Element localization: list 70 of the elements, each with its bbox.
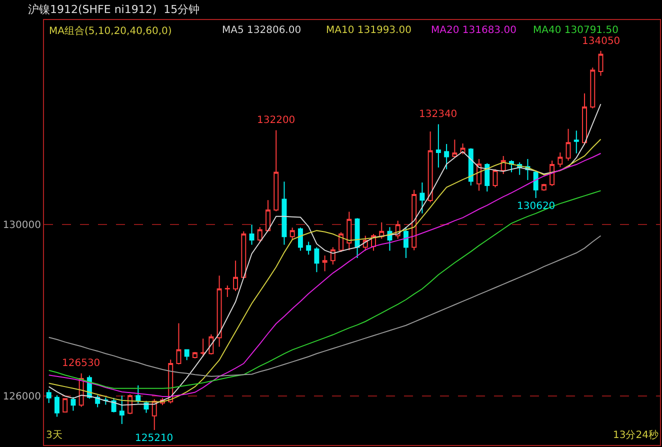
text: MA5 132806.00 (222, 25, 302, 36)
candlestick (70, 396, 76, 412)
candlestick (46, 389, 52, 404)
candlestick (62, 398, 68, 413)
candlestick (598, 50, 604, 76)
candlestick (338, 232, 344, 253)
candlestick (314, 246, 320, 273)
annotation: 126530 (62, 358, 100, 369)
candlestick (176, 322, 182, 365)
candlestick (216, 275, 222, 348)
candlestick (322, 254, 328, 272)
candlestick (330, 246, 336, 265)
text: MA10 131993.00 (326, 25, 412, 36)
candlestick (412, 189, 417, 251)
candlestick (224, 284, 230, 298)
candlestick (508, 160, 514, 173)
candlestick (136, 384, 141, 404)
candlestick (54, 394, 60, 418)
chart-title: 沪镍1912(SHFE ni1912) 15分钟 (28, 3, 200, 16)
candlestick (590, 67, 596, 109)
candlestick (436, 124, 441, 168)
candlestick (274, 130, 279, 212)
candlestick (500, 155, 506, 174)
candlestick (582, 92, 588, 146)
candlestick (420, 182, 425, 214)
candlestick (249, 224, 254, 246)
candlestick (184, 348, 190, 361)
candlestick (403, 226, 408, 259)
candlestick (444, 143, 450, 170)
candlestick (541, 183, 546, 192)
annotation: 125210 (135, 433, 174, 444)
candlestick (192, 351, 198, 359)
text: MA组合(5,10,20,40,60,0) (49, 25, 172, 37)
candlestick (550, 160, 555, 186)
candlestick (346, 211, 352, 251)
y-tick-label: 130000 (2, 220, 41, 232)
candlestick (306, 241, 312, 256)
annotation: 132340 (419, 109, 458, 120)
text: 13分24秒 (613, 429, 658, 441)
candlestick (290, 227, 295, 241)
candlestick (354, 218, 360, 259)
annotation: 130620 (517, 201, 556, 212)
candlestick (558, 152, 563, 168)
candlestick (476, 158, 482, 192)
candlestick (119, 395, 124, 424)
candlestick (257, 226, 262, 242)
candlestick (428, 131, 433, 203)
y-tick-label: 126000 (2, 392, 41, 403)
candlestick (468, 148, 474, 186)
candlestick (566, 128, 571, 162)
candlestick (282, 181, 287, 246)
line-series (48, 235, 602, 377)
text: MA20 131683.00 (431, 25, 516, 36)
annotation: 132200 (257, 115, 296, 126)
annotation: 3天 (46, 430, 62, 441)
candlestick (233, 260, 238, 292)
candlestick (208, 334, 214, 356)
candlestick (200, 338, 206, 358)
annotation: 134050 (582, 36, 620, 47)
candlestick (574, 130, 579, 154)
candlestick (298, 227, 303, 252)
candlestick (460, 143, 466, 155)
candlestick (484, 162, 490, 192)
candlestick (266, 200, 270, 232)
text: MA40 130791.50 (533, 25, 618, 36)
candlestick (379, 222, 384, 240)
candlestick (152, 398, 157, 430)
line-series (48, 190, 602, 389)
candlestick (452, 139, 458, 158)
candlestick (533, 170, 538, 198)
